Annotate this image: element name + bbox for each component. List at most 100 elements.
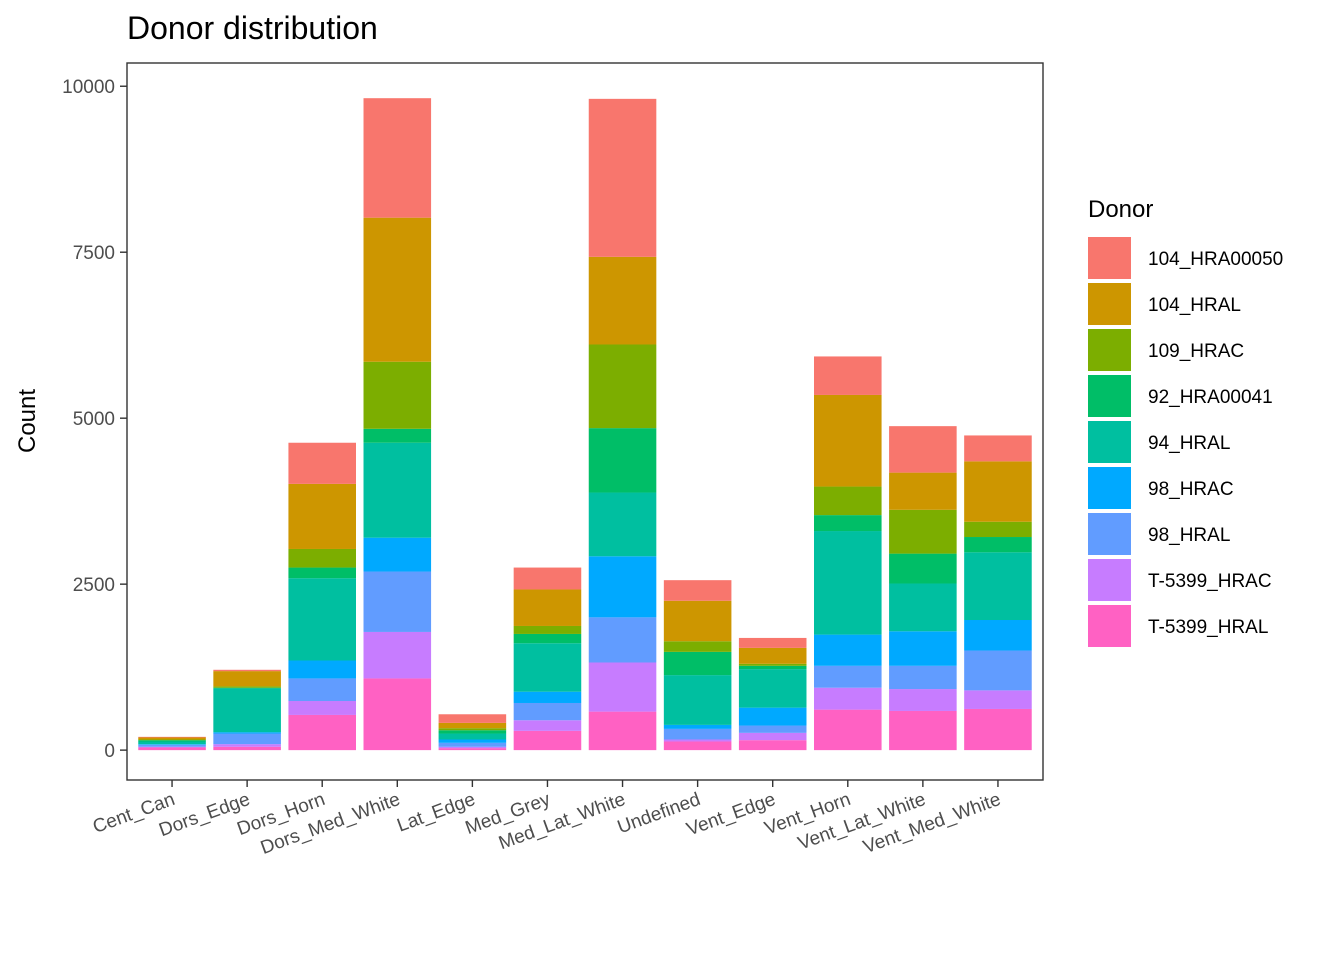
bar-segment [363,537,432,572]
y-tick-label: 2500 [73,575,115,596]
bar-segment [213,687,281,689]
legend-label: 104_HRAL [1148,295,1241,316]
bar-segment [438,746,507,749]
bar-segment [889,553,957,584]
bar-segment [738,740,807,751]
bar-segment [438,742,507,747]
legend-label: 94_HRAL [1148,433,1230,454]
bar-segment [814,356,882,395]
bar-segment [814,634,882,666]
bar-segment [663,739,732,742]
bar-segment [363,428,432,443]
bar-segment [513,625,582,634]
bar-segment [138,746,206,748]
bar-segment [588,617,657,663]
bar-segment [138,736,206,738]
bar-segment [738,725,807,733]
bar-segment [438,714,507,723]
bar-segment [438,739,507,743]
bar-segment [814,687,882,710]
plot-panel-border [126,62,1044,781]
bar-segment [138,740,206,742]
legend-swatch [1088,283,1131,325]
bar-segment [738,707,807,726]
bar-segment [588,556,657,618]
bar-segment [513,720,582,731]
bar-segment [889,710,957,751]
bar-segment [814,486,882,516]
bar-segment [964,708,1032,751]
bar-segment [889,583,957,632]
bar-segment [663,651,732,676]
bar-segment [513,702,582,721]
bar-segment [213,732,281,734]
bar-segment [288,678,356,701]
bar-segment [288,701,356,715]
bar-segment [663,741,732,751]
bar-segment [213,746,281,751]
bar-segment [964,620,1032,651]
bar-segment [363,442,432,538]
bar-segment [964,552,1032,621]
bar-segment [663,600,732,642]
bar-segment [513,730,582,751]
legend-label: 109_HRAC [1148,341,1244,362]
bar-segment [138,737,206,740]
legend-swatch [1088,237,1131,279]
bar-segment [438,748,507,751]
bar-segment [213,671,281,687]
bar-segment [964,537,1032,553]
bar-segment [138,741,206,745]
bar-segment [889,509,957,554]
bar-segment [213,686,281,688]
y-tick-label: 5000 [73,409,115,430]
bar-segment [438,733,507,740]
legend-swatch [1088,559,1131,601]
legend-swatch [1088,605,1131,647]
bar-segment [438,728,507,731]
bar-segment [588,662,657,712]
bar-segment [213,669,281,672]
bar-segment [288,548,356,568]
legend-label: 92_HRA00041 [1148,387,1273,408]
bar-segment [213,744,281,747]
bar-segment [889,665,957,690]
y-tick-label: 7500 [73,243,115,264]
bar-segment [588,428,657,493]
bar-segment [663,724,732,729]
bar-segment [363,217,432,362]
bar-segment [288,483,356,549]
bar-segment [438,730,507,734]
bar-segment [288,567,356,579]
bar-segment [889,631,957,666]
bar-segment [588,492,657,557]
legend-label: 104_HRA00050 [1148,249,1283,270]
bar-segment [663,728,732,740]
bar-segment [814,531,882,635]
bar-segment [964,690,1032,709]
legend-label: T-5399_HRAC [1148,571,1272,592]
bar-segment [588,256,657,345]
bar-segment [738,732,807,741]
bar-segment [588,344,657,429]
bar-segment [288,442,356,484]
legend-label: 98_HRAL [1148,525,1230,546]
bar-segment [663,580,732,601]
bar-segment [889,472,957,510]
legend-title: Donor [1088,196,1153,223]
bar-segment [438,722,507,729]
bar-segment [738,663,807,666]
bar-segment [738,647,807,664]
bar-segment [363,98,432,218]
bar-segment [814,394,882,487]
bar-segment [889,426,957,473]
bar-segment [213,688,281,733]
bar-segment [663,675,732,725]
legend-swatch [1088,467,1131,509]
bar-segment [964,461,1032,522]
bar-segment [513,691,582,703]
bar-segment [513,633,582,644]
bar-segment [964,521,1032,538]
